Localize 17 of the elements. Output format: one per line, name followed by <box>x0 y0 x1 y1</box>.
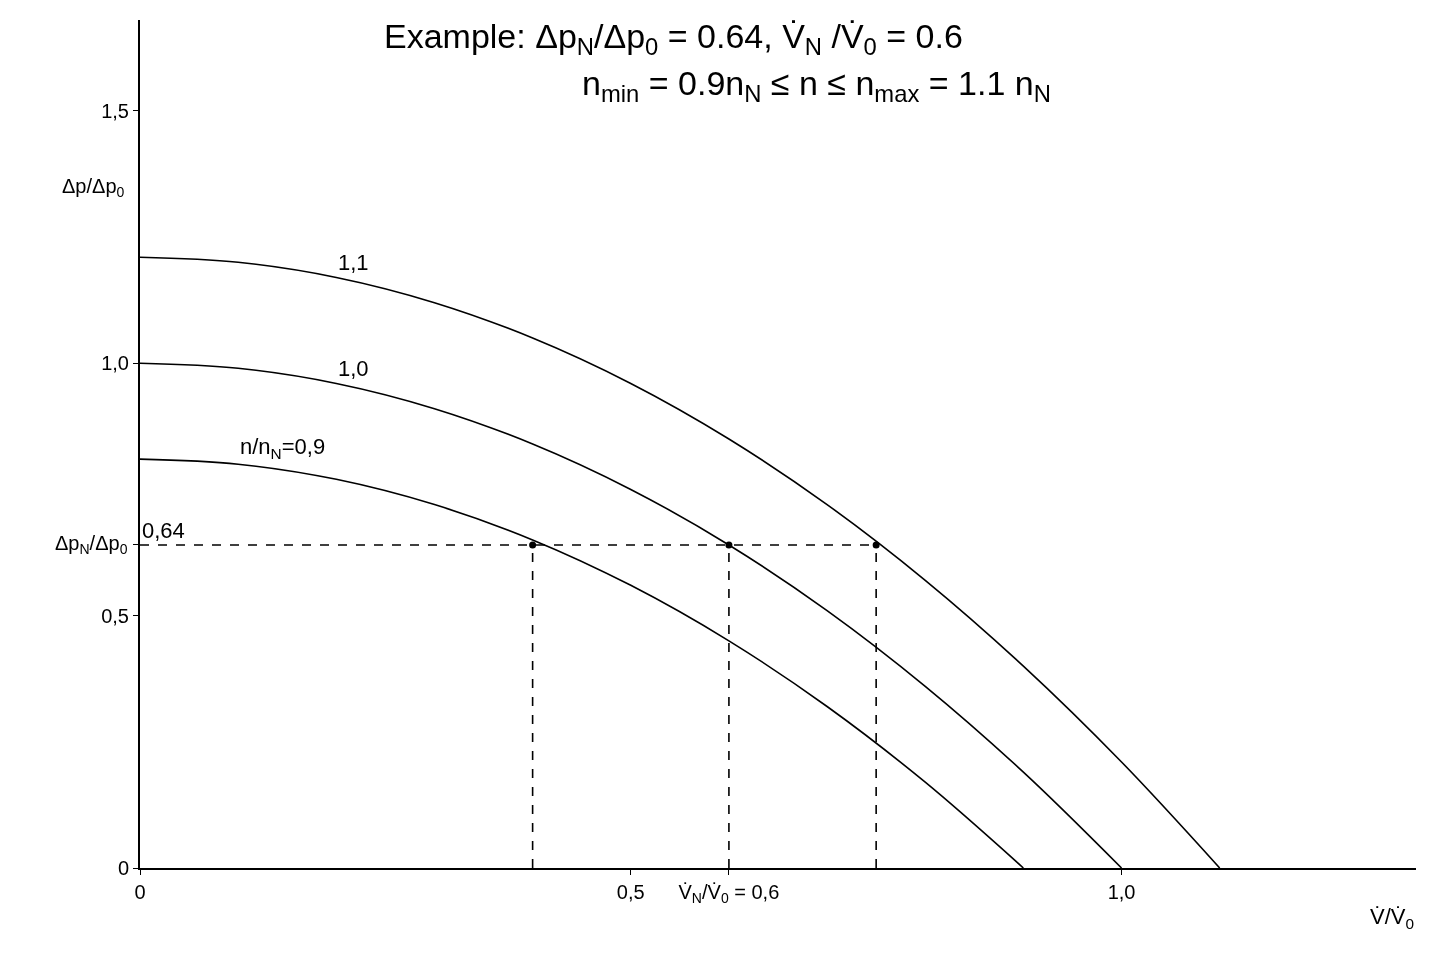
y-tick-label: 0 <box>117 857 129 879</box>
text: n$_{min}$ = 0.9n$_{N}$ ≤ n ≤ n$_{max}$ = 1.1 n$_{N}$ <box>582 64 1051 108</box>
y-tick-label: 1,5 <box>101 99 129 122</box>
x-tick-label: 0 <box>134 881 146 903</box>
x-axis-title: V̇/V̇$_{0}$ <box>1370 904 1415 932</box>
annotation: 1,1 <box>338 250 369 275</box>
y-tick-label: 1,0 <box>101 352 129 375</box>
x-tick-label: 1,0 <box>1107 881 1136 903</box>
annotation: 0,64 <box>142 518 185 543</box>
annotation: n/n$_{N}$=0,9 <box>240 434 326 462</box>
annotation: 1,0 <box>338 356 369 381</box>
x-tick-label: V̇$_{N}$/V̇$_{0}$ = 0,6 <box>678 881 780 907</box>
text: Δp$_{N}$/Δp$_{0}$ <box>55 532 128 558</box>
x-tick-label: 0,5 <box>616 881 645 903</box>
chart-title: Example: Δp$_{N}$/Δp$_{0}$ = 0.64, V̇$_{N}$ /V̇$_{0}$ = 0.6 <box>384 17 963 61</box>
y-tick-label: 0,5 <box>101 604 129 627</box>
y-axis-title: Δp/Δp$_{0}$ <box>62 175 125 201</box>
